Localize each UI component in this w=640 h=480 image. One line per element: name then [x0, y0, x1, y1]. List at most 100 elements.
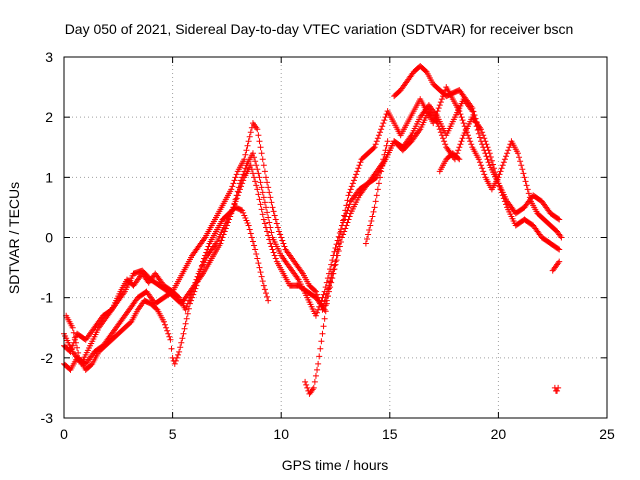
data-point-plus	[184, 310, 191, 317]
x-tick-label: 5	[169, 426, 177, 442]
data-point-plus	[329, 275, 336, 282]
data-point-plus	[500, 195, 507, 202]
data-point-plus	[339, 234, 346, 241]
data-point-plus	[204, 246, 211, 253]
data-point-plus	[218, 237, 225, 244]
data-point-plus	[266, 236, 273, 243]
data-point-plus	[489, 161, 496, 168]
data-point-plus	[71, 334, 78, 341]
data-point-plus	[255, 191, 262, 198]
data-point-plus	[372, 175, 379, 182]
data-point-plus	[273, 220, 280, 227]
data-point-plus	[456, 144, 463, 151]
y-tick-label: -1	[41, 290, 54, 306]
data-point-plus	[266, 219, 273, 226]
data-point-plus	[172, 357, 179, 364]
data-point-plus	[243, 147, 250, 154]
data-point-plus	[200, 258, 207, 265]
data-point-plus	[466, 135, 473, 142]
data-point-plus	[334, 237, 341, 244]
data-point-plus	[488, 157, 495, 164]
data-point-plus	[435, 123, 442, 130]
data-point-plus	[369, 213, 376, 220]
data-point-plus	[257, 201, 264, 208]
data-point-plus	[381, 151, 388, 158]
data-point-plus	[315, 360, 322, 367]
data-point-plus	[318, 338, 325, 345]
data-point-plus	[243, 217, 250, 224]
data-point-plus	[333, 241, 340, 248]
data-point-plus	[458, 114, 465, 121]
data-point-plus	[483, 141, 490, 148]
data-point-plus	[253, 251, 260, 258]
data-point-plus	[345, 192, 352, 199]
data-point-plus	[437, 129, 444, 136]
data-point-plus	[261, 220, 268, 227]
data-point-plus	[75, 349, 82, 356]
data-point-plus	[320, 323, 327, 330]
data-point-plus	[312, 288, 319, 295]
data-point-plus	[343, 222, 350, 229]
data-point-plus	[492, 169, 499, 176]
data-point-plus	[457, 111, 464, 118]
data-point-plus	[379, 123, 386, 130]
data-point-plus	[480, 132, 487, 139]
data-point-plus	[353, 171, 360, 178]
x-tick-label: 25	[599, 426, 615, 442]
trace	[436, 150, 463, 175]
data-point-plus	[317, 345, 324, 352]
data-point-plus	[372, 141, 379, 148]
data-point-plus	[268, 243, 275, 250]
data-point-plus	[269, 204, 276, 211]
data-point-plus	[163, 324, 170, 331]
axis-ticks: 0 5 10 15 20 25 -3 -2 -1 0 1 2 3	[41, 49, 615, 442]
data-point-plus	[231, 177, 238, 184]
data-point-plus	[278, 234, 285, 241]
x-axis-label: GPS time / hours	[282, 457, 389, 473]
data-point-plus	[193, 282, 200, 289]
trace	[362, 138, 391, 247]
data-point-plus	[205, 243, 212, 250]
data-point-plus	[264, 293, 271, 300]
data-point-plus	[173, 354, 180, 361]
data-point-plus	[262, 174, 269, 181]
data-point-plus	[258, 184, 265, 191]
data-point-plus	[522, 178, 529, 185]
data-point-plus	[354, 168, 361, 175]
data-point-plus	[479, 165, 486, 172]
data-point-plus	[373, 192, 380, 199]
data-point-plus	[232, 174, 239, 181]
data-point-plus	[269, 246, 276, 253]
data-point-plus	[422, 68, 429, 75]
data-point-plus	[311, 378, 318, 385]
data-point-plus	[188, 297, 195, 304]
data-point-plus	[342, 225, 349, 232]
data-point-plus	[201, 255, 208, 262]
data-point-plus	[334, 252, 341, 259]
data-point-plus	[271, 212, 278, 219]
y-tick-label: 3	[45, 49, 53, 65]
data-point-plus	[319, 294, 326, 301]
trace	[551, 384, 562, 394]
data-point-plus	[469, 105, 476, 112]
data-point-plus	[192, 285, 199, 292]
data-point-plus	[259, 278, 266, 285]
data-point-plus	[455, 155, 462, 162]
y-tick-label: -3	[41, 410, 54, 426]
data-point-plus	[246, 133, 253, 140]
data-point-plus	[485, 147, 492, 154]
data-point-plus	[459, 135, 466, 142]
data-point-plus	[496, 183, 503, 190]
data-point-plus	[375, 132, 382, 139]
data-point-plus	[356, 162, 363, 169]
data-point-plus	[366, 226, 373, 233]
data-point-plus	[266, 189, 273, 196]
data-point-plus	[233, 171, 240, 178]
data-point-plus	[279, 237, 286, 244]
data-point-plus	[228, 186, 235, 193]
trace	[302, 270, 335, 397]
data-point-plus	[165, 330, 172, 337]
data-point-plus	[337, 239, 344, 246]
data-point-plus	[261, 168, 268, 175]
data-point-plus	[186, 300, 193, 307]
